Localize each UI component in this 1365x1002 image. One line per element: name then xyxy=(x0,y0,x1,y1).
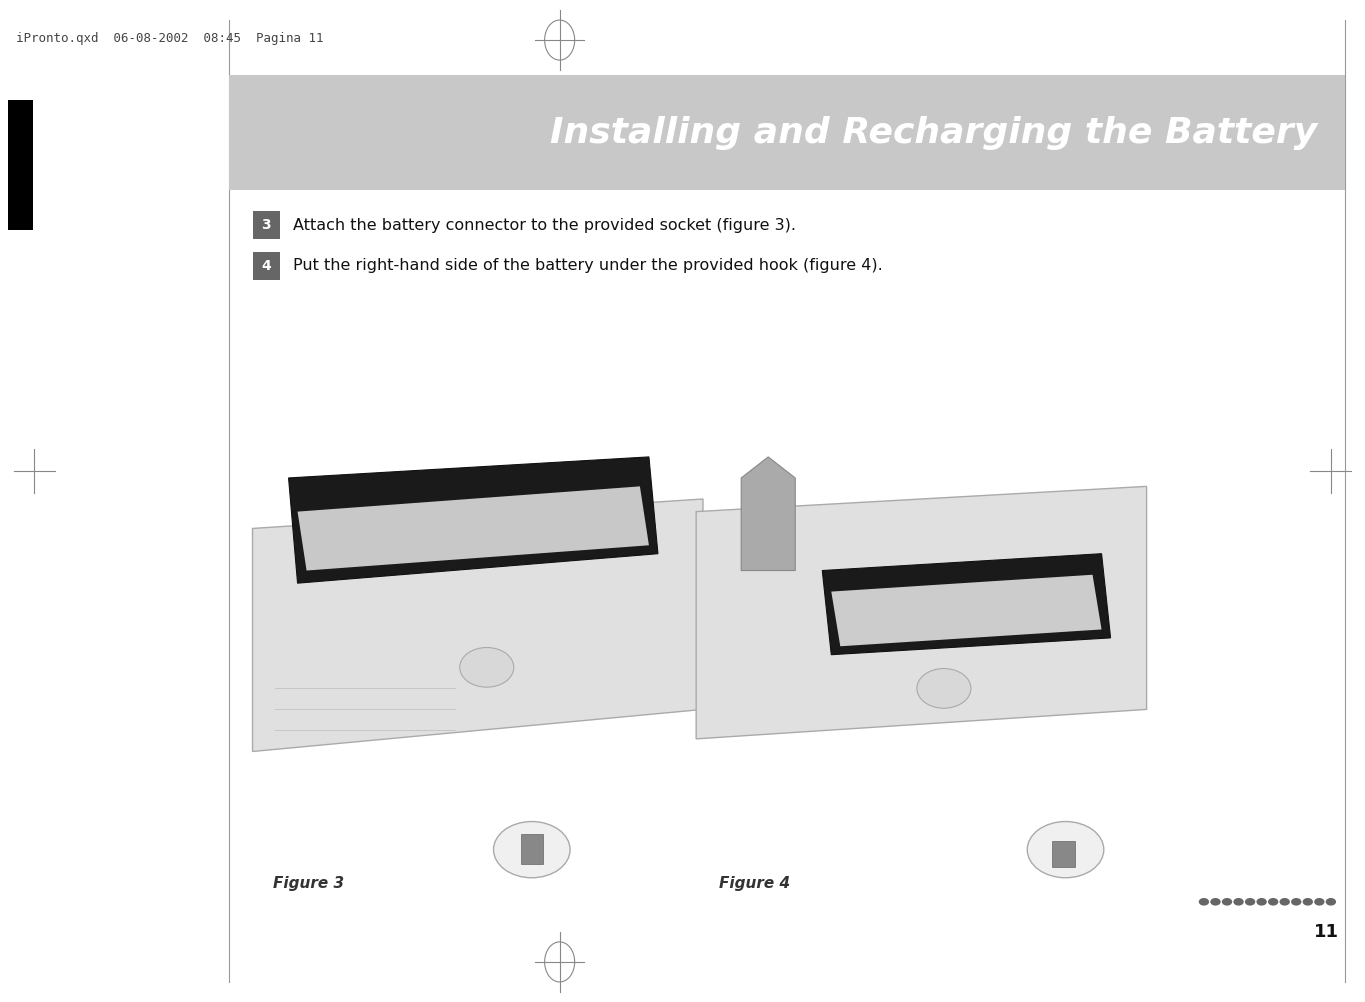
Circle shape xyxy=(1314,898,1324,906)
Text: Figure 3: Figure 3 xyxy=(273,877,344,891)
Text: Attach the battery connector to the provided socket (figure 3).: Attach the battery connector to the prov… xyxy=(293,218,796,232)
Circle shape xyxy=(1211,898,1220,906)
Bar xyxy=(229,75,1345,190)
Circle shape xyxy=(1268,898,1279,906)
Polygon shape xyxy=(298,486,648,570)
Circle shape xyxy=(494,822,571,878)
Circle shape xyxy=(1279,898,1290,906)
Polygon shape xyxy=(696,486,1147,738)
Bar xyxy=(253,252,280,280)
Circle shape xyxy=(1256,898,1267,906)
Text: 3: 3 xyxy=(261,218,272,232)
Bar xyxy=(520,835,543,864)
Bar xyxy=(253,211,280,239)
Circle shape xyxy=(917,668,971,708)
Text: Figure 4: Figure 4 xyxy=(719,877,790,891)
Circle shape xyxy=(1198,898,1209,906)
Text: iPronto.qxd  06-08-2002  08:45  Pagina 11: iPronto.qxd 06-08-2002 08:45 Pagina 11 xyxy=(16,32,324,44)
Circle shape xyxy=(1234,898,1244,906)
Circle shape xyxy=(1291,898,1301,906)
Circle shape xyxy=(460,647,513,687)
Polygon shape xyxy=(822,554,1111,654)
Text: 4: 4 xyxy=(261,259,272,273)
Circle shape xyxy=(1222,898,1233,906)
Bar xyxy=(8,100,33,230)
Polygon shape xyxy=(253,499,703,752)
Text: Put the right-hand side of the battery under the provided hook (figure 4).: Put the right-hand side of the battery u… xyxy=(293,259,883,273)
Bar xyxy=(1052,842,1074,867)
Circle shape xyxy=(1302,898,1313,906)
Polygon shape xyxy=(831,575,1102,646)
Polygon shape xyxy=(741,457,796,570)
Circle shape xyxy=(1245,898,1256,906)
Circle shape xyxy=(1325,898,1336,906)
Text: Installing and Recharging the Battery: Installing and Recharging the Battery xyxy=(550,116,1317,149)
Polygon shape xyxy=(288,457,658,583)
Text: 11: 11 xyxy=(1314,923,1339,941)
Circle shape xyxy=(1028,822,1104,878)
